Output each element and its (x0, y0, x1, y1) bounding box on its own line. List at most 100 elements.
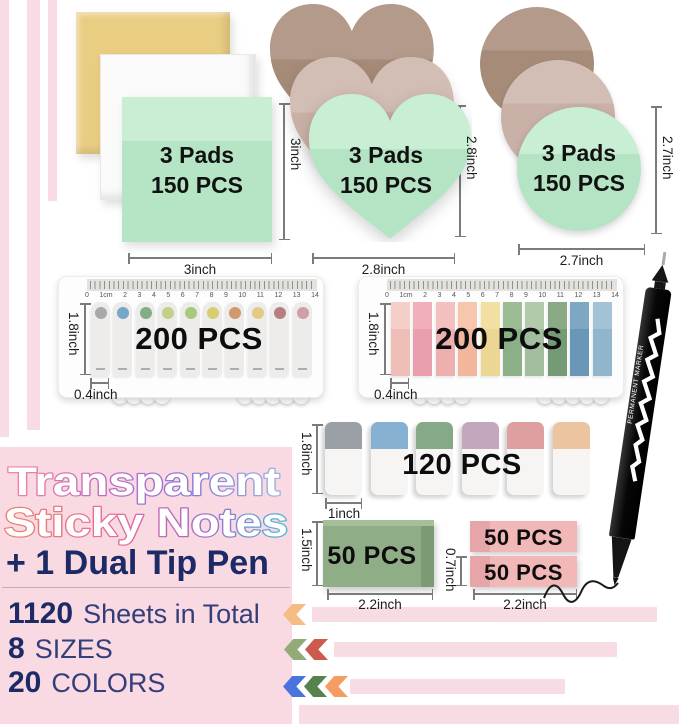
pad-count-line: 3 Pads (348, 142, 424, 168)
strip-bottom (503, 329, 522, 376)
count-label-medium-tabs: 120 PCS (402, 449, 522, 481)
strip-bottom (458, 329, 477, 376)
color-strip (525, 302, 544, 376)
ruler-number: 1cm (399, 292, 413, 299)
green-pad-top-edge (323, 520, 434, 526)
pen-lower-cone (606, 536, 632, 579)
bg-stripe (0, 0, 9, 437)
medium-tabs-height-dim-label: 1.8inch (299, 432, 314, 476)
strip-bottom (548, 329, 567, 376)
promo-title-line1: Transparent (8, 460, 280, 504)
strip-bottom (481, 329, 500, 376)
strip-bottom (570, 329, 589, 376)
color-strip (593, 302, 612, 376)
ruler-number: 3 (437, 292, 442, 299)
ruler-number: 11 (256, 292, 264, 299)
tab-dash (118, 368, 127, 370)
count-label-green-pad: 50 PCS (327, 542, 417, 570)
heart-pad-label: 3 Pads 150 PCS (325, 140, 447, 201)
strip-top (570, 302, 589, 329)
strip-top (593, 302, 612, 329)
ruler-number: 10 (238, 292, 247, 299)
feature-row-sizes: 8 SIZES (8, 632, 290, 666)
ruler-number: 3 (137, 292, 142, 299)
color-strip (458, 302, 477, 376)
tab-dot (206, 307, 219, 319)
index-tab (248, 302, 267, 376)
ruler-number: 5 (466, 292, 471, 299)
ruler-number: 12 (274, 292, 283, 299)
chevron-icon (305, 639, 328, 660)
tab-dot (251, 307, 264, 319)
squares-width-dim-label: 3inch (183, 262, 217, 277)
chevron-icon (325, 676, 348, 697)
right-ruler-height-dim-line (380, 303, 389, 375)
count-label-left-ruler: 200 PCS (135, 321, 263, 356)
feature-text: COLORS (51, 668, 166, 698)
ruler-number: 0 (385, 292, 389, 299)
tab-dash (230, 368, 239, 370)
accent-bar (312, 607, 657, 622)
index-tab (91, 302, 110, 376)
right-ruler-tabwidth-dim-label: 0.4inch (374, 387, 418, 402)
pad-pcs-line: 150 PCS (532, 170, 626, 197)
strip-top (525, 302, 544, 329)
ruler-number: 6 (180, 292, 185, 299)
color-strip (436, 302, 455, 376)
green-pad-side (421, 526, 434, 587)
ruler-number: 13 (592, 292, 601, 299)
strip-top (548, 302, 567, 329)
pad-pcs-line: 150 PCS (150, 172, 244, 199)
green-note-pad (323, 520, 434, 587)
tab-dash (96, 368, 105, 370)
chevron-icon (284, 639, 307, 660)
circles-height-dim-line (651, 106, 660, 234)
tab-color-cap (325, 422, 362, 449)
tab-dash (253, 368, 262, 370)
circles-width-dim-label: 2.7inch (559, 253, 604, 268)
tab-dot (228, 307, 241, 319)
accent-bar (350, 679, 565, 694)
chevron-icon (304, 676, 327, 697)
strip-top (503, 302, 522, 329)
strip-bottom (525, 329, 544, 376)
green-pad-height-dim-label: 1.5inch (299, 528, 314, 572)
ruler-ticks (387, 279, 617, 291)
feature-number: 20 (8, 666, 42, 699)
tab-dash (275, 368, 284, 370)
pink-pad-height-dim-label: 0.7inch (443, 548, 458, 592)
pen-fine-tip (660, 251, 666, 266)
feature-text: SIZES (34, 634, 113, 664)
ruler-number: 12 (574, 292, 583, 299)
ruler-number: 9 (523, 292, 528, 299)
hearts-width-dim-line (312, 253, 455, 262)
strip-top (481, 302, 500, 329)
ruler-number: 7 (495, 292, 500, 299)
pen-squiggle-stroke (543, 580, 619, 603)
round-pads-graphic (480, 7, 641, 231)
color-strip (503, 302, 522, 376)
tab-color-cap (507, 422, 544, 449)
medium-tabs-width-dim-label: 1inch (327, 506, 361, 521)
tab-dot (184, 307, 197, 319)
ruler-number: 4 (451, 292, 456, 299)
squares-height-dim-line (279, 103, 288, 240)
count-label-pink-pad-2: 50 PCS (484, 560, 563, 585)
left-ruler-height-dim-line (80, 303, 89, 375)
ruler-number: 10 (538, 292, 547, 299)
color-strip (391, 302, 410, 376)
ruler-number: 6 (480, 292, 485, 299)
square-pad-body (122, 141, 272, 242)
square-pad-sticky-strip (122, 97, 272, 141)
heart-front (309, 94, 472, 239)
pen-bottom-tip (612, 577, 619, 586)
index-tab (181, 302, 200, 376)
ruler-number: 14 (311, 292, 319, 299)
sticky-tab (507, 422, 544, 495)
ruler-number: 14 (611, 292, 619, 299)
bottom-accent-strip (299, 705, 679, 724)
color-strip (413, 302, 432, 376)
feature-row-sheets: 1120 Sheets in Total (8, 597, 290, 632)
ruler-number: 2 (423, 292, 428, 299)
pad-count-line: 3 Pads (541, 140, 617, 166)
